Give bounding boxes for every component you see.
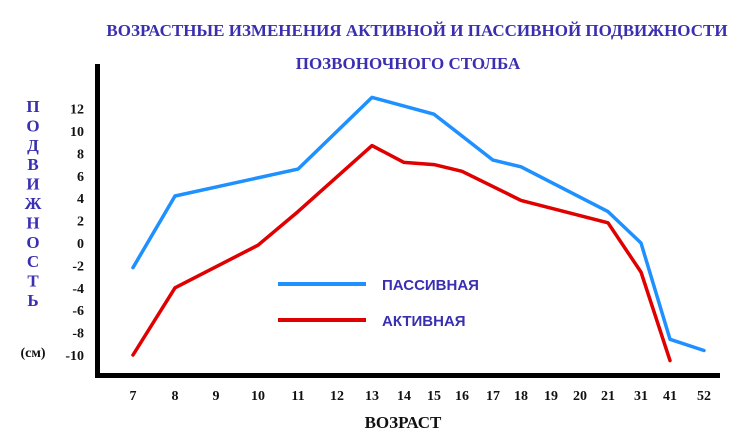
- y-tick-label: 8: [77, 147, 84, 162]
- legend-label-active: АКТИВНАЯ: [382, 313, 466, 330]
- y-tick-label: 2: [77, 215, 84, 230]
- x-tick-label: 15: [427, 389, 441, 404]
- x-axis-label: ВОЗРАСТ: [365, 413, 442, 432]
- plot-frame-left: [95, 64, 100, 378]
- x-tick-label: 52: [697, 389, 711, 404]
- x-tick-label: 14: [397, 389, 411, 404]
- x-tick-label: 41: [663, 389, 677, 404]
- plot-frame-bottom: [95, 373, 720, 378]
- legend-label-passive: ПАССИВНАЯ: [382, 277, 479, 294]
- y-axis-label-letter: Д: [27, 136, 39, 155]
- y-tick-label: 0: [77, 237, 84, 252]
- y-tick-label: -8: [72, 327, 84, 342]
- y-axis-unit: (см): [20, 346, 45, 361]
- y-tick-label: -6: [72, 304, 84, 319]
- chart-title-line2: ПОЗВОНОЧНОГО СТОЛБА: [296, 54, 521, 73]
- y-axis-label-letter: И: [26, 175, 39, 194]
- y-axis-label-letter: Н: [26, 213, 39, 232]
- chart-title-line1: ВОЗРАСТНЫЕ ИЗМЕНЕНИЯ АКТИВНОЙ И ПАССИВНО…: [106, 21, 727, 40]
- y-axis-label-letter: В: [27, 155, 38, 174]
- y-axis-label-letter: О: [26, 116, 39, 135]
- x-tick-label: 9: [213, 389, 220, 404]
- x-tick-label: 11: [291, 389, 304, 404]
- x-tick-label: 16: [455, 389, 469, 404]
- x-ticks: 7 8 9 10 11 12 13 14 15 16 17 18 19 20 21 31 41 52: [130, 389, 712, 404]
- y-axis-label-letter: С: [27, 252, 39, 271]
- y-tick-label: 6: [77, 170, 84, 185]
- y-axis-label-letter: Ж: [25, 194, 42, 213]
- y-tick-label: -2: [72, 259, 84, 274]
- y-tick-label: 10: [70, 125, 84, 140]
- x-tick-label: 18: [514, 389, 528, 404]
- x-tick-label: 17: [486, 389, 500, 404]
- y-axis-label-letter: П: [26, 97, 39, 116]
- x-tick-label: 19: [544, 389, 558, 404]
- legend: ПАССИВНАЯ АКТИВНАЯ: [278, 277, 479, 330]
- x-tick-label: 31: [634, 389, 648, 404]
- series-line-active: [131, 143, 672, 363]
- series-lines: [131, 95, 706, 363]
- x-tick-label: 7: [130, 389, 137, 404]
- y-axis-label-letter: Ь: [27, 291, 38, 310]
- x-tick-label: 8: [172, 389, 179, 404]
- x-tick-label: 21: [601, 389, 615, 404]
- y-tick-label: 4: [77, 192, 84, 207]
- y-axis-label-letter: Т: [27, 272, 39, 291]
- x-tick-label: 12: [330, 389, 344, 404]
- x-tick-label: 10: [251, 389, 265, 404]
- y-tick-label: -4: [72, 282, 84, 297]
- y-tick-label: -10: [65, 349, 84, 364]
- y-ticks: 12 10 8 6 4 2 0 -2 -4 -6 -8 -10: [65, 103, 84, 364]
- x-tick-label: 20: [573, 389, 587, 404]
- x-tick-label: 13: [365, 389, 379, 404]
- series-line-passive: [131, 95, 706, 353]
- y-axis-label-letter: О: [26, 233, 39, 252]
- y-tick-label: 12: [70, 103, 84, 118]
